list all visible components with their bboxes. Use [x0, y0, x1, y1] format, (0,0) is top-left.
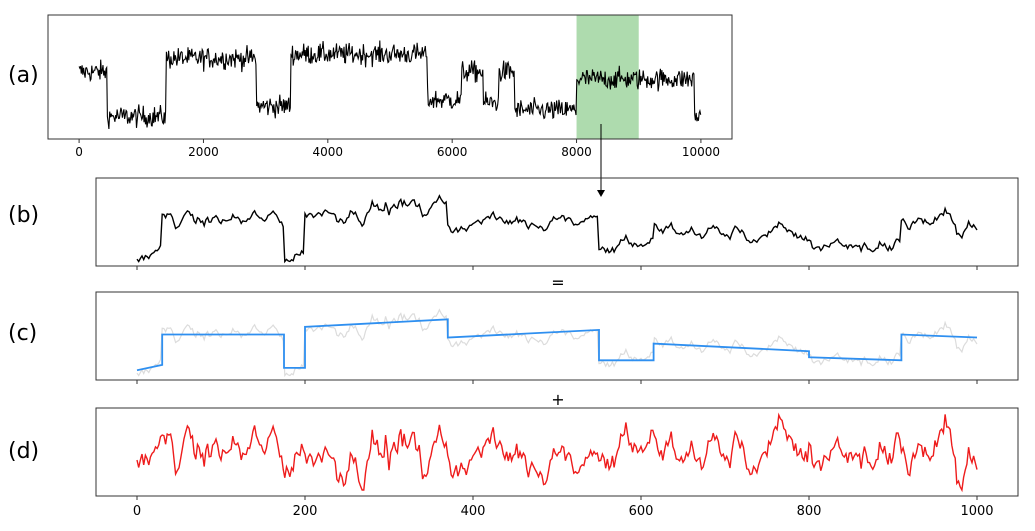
panel-c: [95, 291, 1019, 384]
x-tick-label: 6000: [437, 145, 468, 159]
panel-d: 0 200 400 600 800 1000: [95, 407, 1019, 519]
panel-c-frame: [95, 291, 1019, 381]
ghost-series-line: [136, 308, 978, 378]
zoomed-series-line: [136, 194, 978, 264]
residual-line: [136, 412, 978, 493]
x-tick-label: 10000: [682, 145, 720, 159]
x-tick-label: 2000: [188, 145, 219, 159]
panel-b-x-ticks: [136, 266, 978, 270]
panel-a-x-axis: 0 2000 4000 6000 8000 10000: [75, 139, 720, 159]
panel-label-d: (d): [8, 439, 39, 464]
panel-b: [95, 177, 1019, 270]
panel-label-b: (b): [8, 203, 39, 228]
x-tick-label: 200: [293, 504, 318, 519]
panel-label-c: (c): [8, 321, 37, 346]
panel-d-frame: [95, 407, 1019, 497]
highlight-region: [576, 15, 639, 139]
x-tick-label: 1000: [960, 504, 993, 519]
panel-a-frame: [47, 14, 733, 140]
plus-sign: +: [551, 390, 564, 409]
zoom-arrow: [597, 124, 605, 197]
panel-b-frame: [95, 177, 1019, 267]
x-tick-label: 600: [629, 504, 654, 519]
x-tick-label: 800: [797, 504, 822, 519]
zoom-arrow-head: [597, 190, 605, 197]
panel-c-x-ticks: [136, 380, 978, 384]
panel-d-x-axis: 0 200 400 600 800 1000: [133, 496, 994, 519]
raw-series-line: [78, 40, 702, 130]
x-tick-label: 0: [133, 504, 141, 519]
x-tick-label: 400: [461, 504, 486, 519]
x-tick-label: 8000: [561, 145, 592, 159]
x-tick-label: 0: [75, 145, 83, 159]
panel-a: 0 2000 4000 6000 8000 10000: [47, 14, 733, 159]
equals-sign: =: [551, 273, 564, 292]
x-tick-label: 4000: [313, 145, 344, 159]
panel-label-a: (a): [8, 63, 39, 88]
trend-line: [136, 318, 978, 372]
